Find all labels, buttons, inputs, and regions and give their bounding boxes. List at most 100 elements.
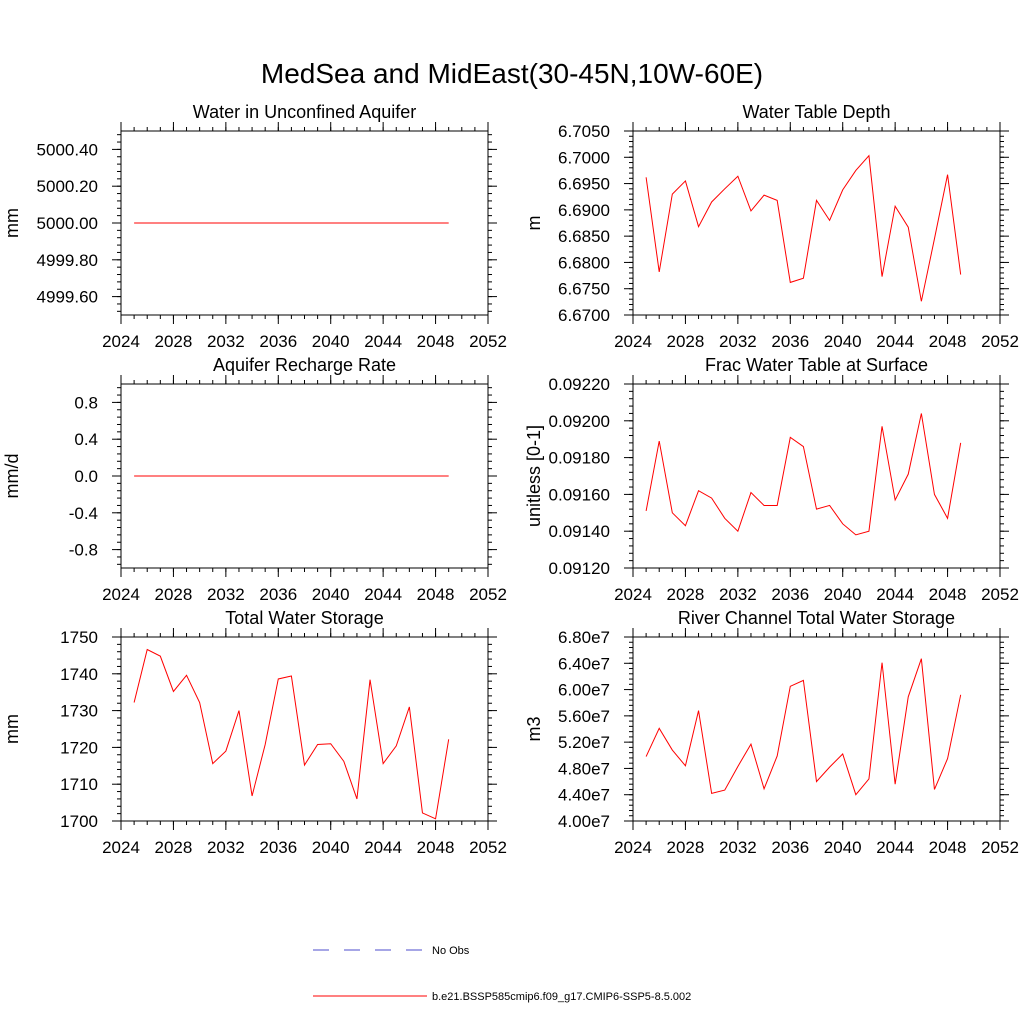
x-tick-label: 2048 [929,838,967,857]
panel-title: Aquifer Recharge Rate [213,355,396,375]
y-tick-label: 6.7050 [558,122,610,141]
chart-panel-6: River Channel Total Water Storage 2024 202… [524,608,1019,857]
panel-title: Total Water Storage [225,608,383,628]
x-tick-label: 2028 [155,332,193,351]
y-tick-label: 6.00e7 [558,681,610,700]
y-tick-label: 4999.80 [37,251,98,270]
panel-title: Water in Unconfined Aquifer [193,102,416,122]
chart-panel-5: Total Water Storage 2024 2028 2032 2036 2040 2… [2,608,507,857]
y-tick-label: 4.40e7 [558,786,610,805]
x-tick-label: 2052 [981,838,1019,857]
y-axis-label: m3 [524,716,544,741]
y-tick-label: 0.09200 [549,412,610,431]
y-tick-label: 0.09180 [549,449,610,468]
y-tick-label: 4999.60 [37,288,98,307]
y-tick-label: 6.6750 [558,280,610,299]
legend-label-1: No Obs [432,945,470,957]
y-tick-label: 6.6850 [558,227,610,246]
y-tick-label: 5.60e7 [558,707,610,726]
x-tick-label: 2036 [259,838,297,857]
x-tick-label: 2024 [614,332,652,351]
x-tick-label: 2040 [312,585,350,604]
y-tick-label: 0.09120 [549,559,610,578]
x-tick-label: 2048 [417,838,455,857]
y-tick-label: 1700 [60,812,98,831]
x-tick-label: 2024 [102,585,140,604]
x-tick-label: 2032 [207,585,245,604]
series-line [645,154,962,302]
x-tick-label: 2048 [929,585,967,604]
figure-title: MedSea and MidEast(30-45N,10W-60E) [261,58,763,89]
y-tick-label: 1720 [60,738,98,757]
x-tick-label: 2024 [102,332,140,351]
y-tick-label: 6.6900 [558,201,610,220]
legend-label-2: b.e21.BSSP585cmip6.f09_g17.CMIP6-SSP5-8.… [432,991,691,1003]
y-tick-label: 0.09160 [549,485,610,504]
x-tick-label: 2032 [207,332,245,351]
x-tick-label: 2036 [259,332,297,351]
y-tick-label: 6.80e7 [558,628,610,647]
x-tick-label: 2036 [771,332,809,351]
x-tick-label: 2044 [364,838,402,857]
panel-title: Water Table Depth [742,102,890,122]
series-line [645,413,962,536]
x-tick-label: 2048 [929,332,967,351]
x-tick-label: 2028 [155,585,193,604]
chart-panel-4: Frac Water Table at Surface 2024 2028 2032 2… [524,355,1019,604]
x-tick-label: 2028 [155,838,193,857]
y-axis-label: mm/d [2,454,22,499]
y-tick-label: 1750 [60,628,98,647]
x-tick-label: 2048 [417,585,455,604]
x-tick-label: 2036 [259,585,297,604]
x-tick-label: 2032 [207,838,245,857]
x-tick-label: 2052 [469,838,507,857]
x-tick-label: 2040 [824,585,862,604]
y-tick-label: 0.09140 [549,522,610,541]
x-tick-label: 2032 [719,838,757,857]
x-tick-label: 2044 [876,332,914,351]
chart-panel-1: Water in Unconfined Aquifer 2024 2028 2032 2… [2,102,507,351]
x-tick-label: 2036 [771,585,809,604]
panels: Water in Unconfined Aquifer 2024 2028 2032 2… [2,102,1019,857]
y-axis-label: mm [2,208,22,238]
x-tick-label: 2028 [667,838,705,857]
y-tick-label: 6.6700 [558,306,610,325]
x-tick-label: 2040 [824,332,862,351]
panel-title: River Channel Total Water Storage [678,608,955,628]
y-tick-label: 1730 [60,702,98,721]
y-tick-label: -0.4 [69,504,98,523]
y-tick-label: 5000.20 [37,177,98,196]
x-tick-label: 2024 [614,838,652,857]
y-tick-label: 5000.00 [37,214,98,233]
x-tick-label: 2044 [876,838,914,857]
x-tick-label: 2052 [469,585,507,604]
y-tick-label: 5.20e7 [558,733,610,752]
y-tick-label: 6.6950 [558,175,610,194]
x-tick-label: 2048 [417,332,455,351]
x-tick-label: 2024 [614,585,652,604]
y-tick-label: 4.80e7 [558,759,610,778]
panel-title: Frac Water Table at Surface [705,355,928,375]
y-axis-label: m [524,216,544,231]
chart-panel-3: Aquifer Recharge Rate 2024 2028 2032 2036 204… [2,355,507,604]
y-tick-label: 5000.40 [37,140,98,159]
x-tick-label: 2032 [719,332,757,351]
x-tick-label: 2024 [102,838,140,857]
x-tick-label: 2040 [824,838,862,857]
x-tick-label: 2044 [364,332,402,351]
x-tick-label: 2052 [469,332,507,351]
y-tick-label: 0.09220 [549,375,610,394]
y-tick-label: 6.40e7 [558,654,610,673]
x-tick-label: 2036 [771,838,809,857]
x-tick-label: 2044 [876,585,914,604]
y-tick-label: 0.0 [74,467,98,486]
y-tick-label: 1710 [60,775,98,794]
y-tick-label: 1740 [60,665,98,684]
x-tick-label: 2052 [981,332,1019,351]
y-tick-label: 6.7000 [558,148,610,167]
x-tick-label: 2040 [312,838,350,857]
legend: No Obs b.e21.BSSP585cmip6.f09_g17.CMIP6-S… [313,945,691,1003]
x-tick-label: 2028 [667,585,705,604]
